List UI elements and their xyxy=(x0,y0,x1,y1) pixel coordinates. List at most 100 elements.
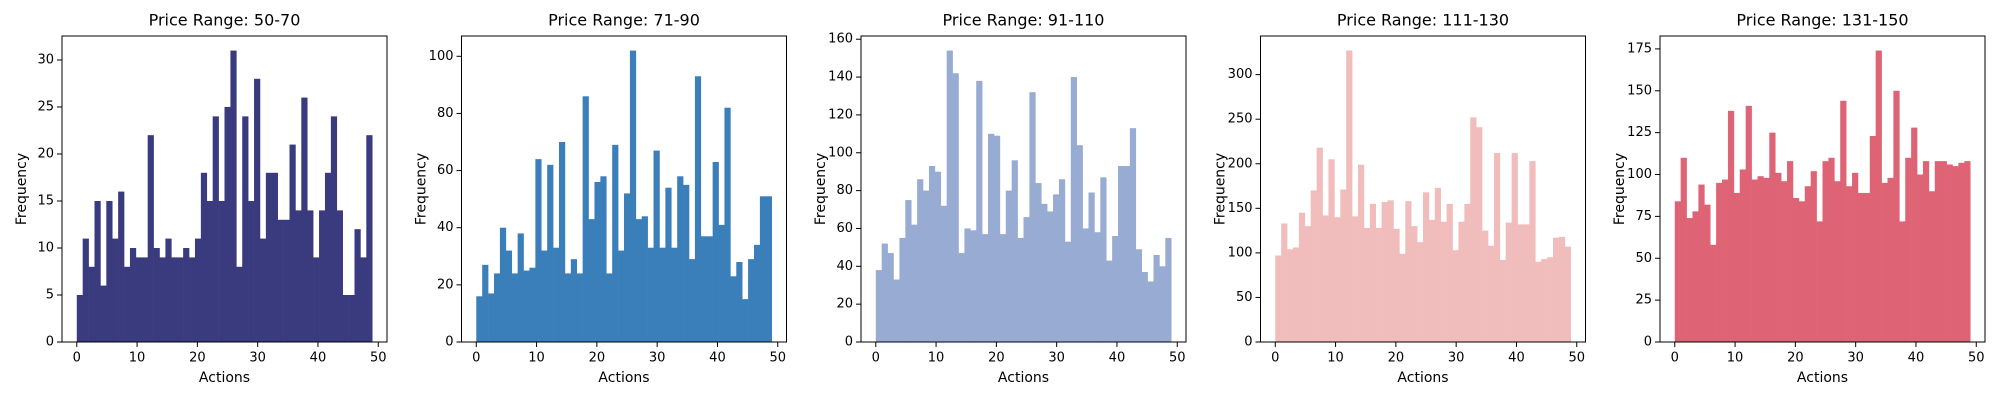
bar xyxy=(147,135,154,342)
bar xyxy=(1911,127,1918,343)
bar xyxy=(1757,176,1764,342)
bar xyxy=(505,250,513,342)
bar xyxy=(1505,222,1512,342)
bar xyxy=(1511,153,1518,342)
x-tick-label: 40 xyxy=(310,351,327,366)
y-tick-label: 30 xyxy=(37,52,54,67)
bar xyxy=(1452,250,1459,342)
bar xyxy=(946,50,953,342)
y-tick-label: 0 xyxy=(1644,335,1652,350)
bar xyxy=(141,257,148,342)
bar xyxy=(1928,191,1936,342)
bar xyxy=(1733,192,1741,342)
x-tick-label: 10 xyxy=(928,351,945,366)
bar xyxy=(689,259,696,342)
bar xyxy=(541,250,548,342)
bar xyxy=(677,176,684,342)
bar xyxy=(1816,221,1823,342)
y-tick-label: 80 xyxy=(437,106,454,121)
x-tick-label: 0 xyxy=(1271,351,1279,366)
chart-title: Price Range: 50-70 xyxy=(149,11,301,30)
x-tick-label: 10 xyxy=(129,351,146,366)
bar xyxy=(665,187,672,342)
bar xyxy=(248,200,255,342)
bar xyxy=(319,210,326,342)
bar xyxy=(635,219,643,342)
x-axis-label: Actions xyxy=(199,370,250,386)
bar xyxy=(1064,241,1072,342)
bar xyxy=(724,107,731,342)
bar xyxy=(1547,257,1554,342)
bar xyxy=(1674,201,1681,342)
axes-frame xyxy=(1659,35,1986,343)
bar xyxy=(1094,232,1101,342)
bar xyxy=(488,293,495,342)
bar xyxy=(1082,228,1089,342)
bar xyxy=(1322,215,1329,342)
bar xyxy=(1482,230,1489,342)
bar xyxy=(1417,242,1424,342)
y-tick-label: 100 xyxy=(1228,245,1253,260)
bar xyxy=(159,257,166,342)
bar xyxy=(129,247,137,342)
bar xyxy=(265,172,273,342)
bar xyxy=(1810,171,1817,342)
bar xyxy=(1041,203,1048,342)
y-tick-label: 60 xyxy=(437,163,454,178)
y-tick-label: 0 xyxy=(845,335,853,350)
y-tick-label: 0 xyxy=(46,335,54,350)
y-tick-label: 150 xyxy=(1627,83,1652,98)
x-tick-label: 30 xyxy=(1847,351,1864,366)
bar xyxy=(736,262,743,342)
bar xyxy=(165,238,172,342)
bar xyxy=(958,253,965,342)
bar xyxy=(1458,221,1465,342)
bar xyxy=(1940,161,1947,342)
bar xyxy=(1470,117,1477,342)
bar xyxy=(1875,50,1882,342)
bar xyxy=(289,144,296,342)
bar xyxy=(594,182,601,342)
bar xyxy=(1017,237,1024,342)
bar xyxy=(1863,192,1871,342)
bar xyxy=(1553,237,1560,342)
y-tick-label: 15 xyxy=(37,193,54,208)
x-tick-label: 40 xyxy=(1109,351,1126,366)
bar xyxy=(748,259,755,342)
x-tick-label: 30 xyxy=(649,351,666,366)
bar xyxy=(1739,169,1746,342)
bar xyxy=(1387,200,1394,342)
y-tick-label: 40 xyxy=(437,220,454,235)
bar xyxy=(1281,223,1288,342)
bar xyxy=(1118,166,1125,342)
bar xyxy=(765,196,773,342)
y-tick-label: 60 xyxy=(836,221,853,236)
x-tick-label: 40 xyxy=(1908,351,1925,366)
bar xyxy=(1411,226,1418,342)
bar xyxy=(1529,161,1536,342)
bar xyxy=(629,50,637,342)
bar xyxy=(553,247,560,342)
x-axis-label: Actions xyxy=(998,370,1049,386)
bar xyxy=(476,296,483,342)
bar xyxy=(177,257,184,342)
bar xyxy=(564,273,572,342)
bar xyxy=(671,247,678,342)
bar xyxy=(236,266,243,342)
bar xyxy=(1751,179,1758,342)
bar xyxy=(1499,260,1507,342)
bar xyxy=(82,238,89,342)
x-axis-label: Actions xyxy=(598,370,649,386)
bar xyxy=(366,135,373,342)
bar xyxy=(1446,203,1453,342)
chart-title: Price Range: 111-130 xyxy=(1337,11,1509,30)
bar xyxy=(1293,247,1300,342)
bar xyxy=(1375,227,1382,342)
x-tick-label: 0 xyxy=(73,351,81,366)
bar xyxy=(259,238,267,342)
y-tick-label: 5 xyxy=(46,287,54,302)
bar xyxy=(1298,212,1306,342)
bar xyxy=(354,229,361,342)
bar xyxy=(1781,181,1788,342)
x-tick-label: 50 xyxy=(1568,351,1585,366)
